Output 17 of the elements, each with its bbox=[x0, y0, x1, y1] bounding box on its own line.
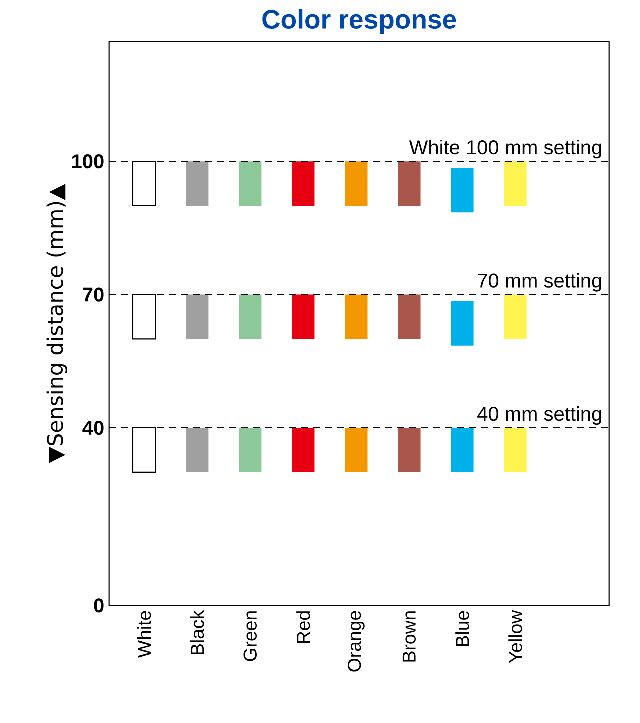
y-tick-label: 40 bbox=[82, 420, 104, 436]
x-tick-label: Blue bbox=[456, 611, 470, 646]
y-tick-label: 100 bbox=[72, 154, 104, 169]
chart-title: Color response bbox=[262, 9, 456, 34]
ref-line-label: 40 mm setting bbox=[478, 406, 602, 426]
x-tick-label: Yellow bbox=[508, 610, 522, 664]
y-axis-title: ▼Sensing distance (mm)▲ bbox=[46, 184, 68, 464]
x-tick-label: Brown bbox=[402, 612, 416, 662]
x-tick-label: Red bbox=[296, 612, 310, 644]
x-tick-label: Black bbox=[190, 610, 204, 654]
y-tick-label: 0 bbox=[94, 598, 104, 613]
y-tick-label: 70 bbox=[83, 288, 104, 302]
x-tick-label: Green bbox=[244, 612, 257, 662]
ref-line-label: 70 mm setting bbox=[478, 273, 602, 292]
x-tick-label: Orange bbox=[348, 611, 365, 672]
ref-line-label: White 100 mm setting bbox=[409, 140, 602, 159]
x-tick-label: White bbox=[137, 611, 152, 658]
